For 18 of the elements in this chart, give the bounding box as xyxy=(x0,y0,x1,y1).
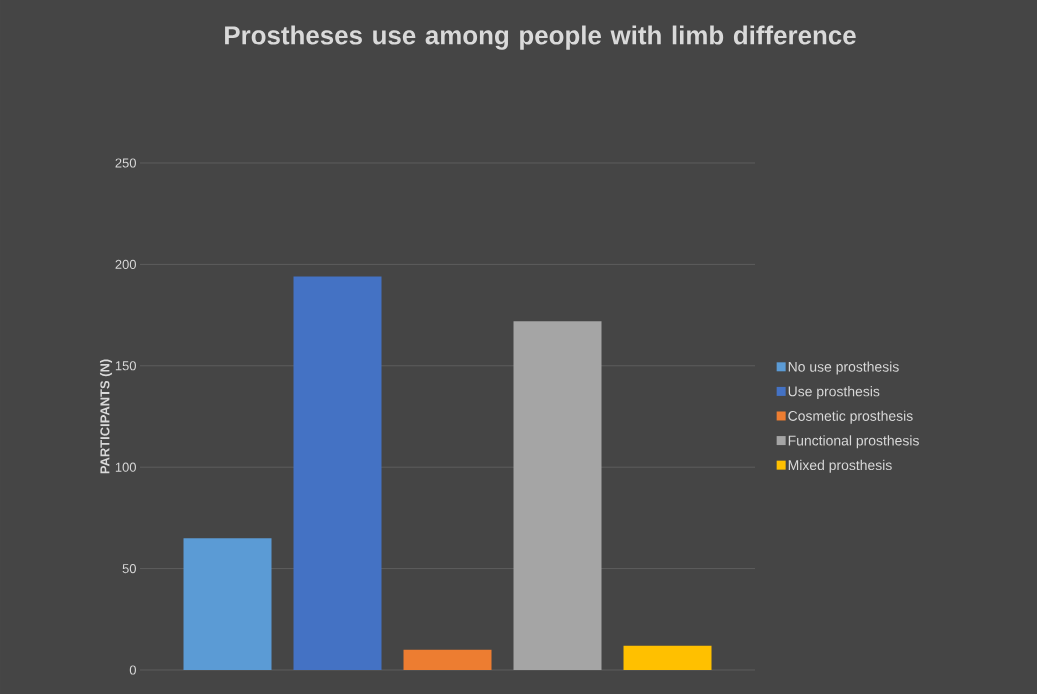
y-tick-label: 0 xyxy=(129,665,136,675)
y-tick-label: 200 xyxy=(115,259,136,269)
y-tick-label: 50 xyxy=(122,564,136,574)
legend-label: Mixed prosthesis xyxy=(788,459,892,473)
chart-title: Prostheses use among people with limb difference xyxy=(225,25,856,50)
legend-label: Use prosthesis xyxy=(788,386,880,400)
bar xyxy=(293,276,382,670)
y-tick-label: 150 xyxy=(115,361,136,371)
bar xyxy=(623,645,712,670)
bar xyxy=(183,538,272,670)
y-axis-title: PARTICIPANTS (N) xyxy=(99,359,113,474)
y-tick-label: 100 xyxy=(115,462,136,472)
legend-label: Cosmetic prosthesis xyxy=(788,410,913,424)
legend-label: No use prosthesis xyxy=(788,361,899,375)
legend-label: Functional prosthesis xyxy=(788,435,919,449)
y-tick-label: 250 xyxy=(115,158,136,168)
bar xyxy=(403,649,492,670)
bar xyxy=(513,321,602,670)
